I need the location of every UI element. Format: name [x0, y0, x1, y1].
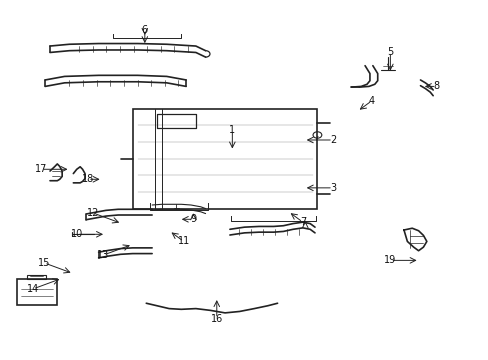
Text: 11: 11: [177, 237, 189, 247]
Bar: [27, 275, 45, 279]
Text: 3: 3: [329, 183, 335, 193]
Text: 7: 7: [299, 217, 305, 227]
Text: 6: 6: [142, 25, 147, 35]
Text: 18: 18: [81, 174, 94, 184]
Text: 13: 13: [97, 250, 109, 260]
Text: 1: 1: [229, 125, 235, 135]
Bar: [17, 279, 57, 305]
Text: 10: 10: [70, 229, 82, 239]
Text: 9: 9: [190, 214, 196, 224]
Text: 17: 17: [35, 164, 47, 174]
Text: 15: 15: [38, 258, 50, 268]
Text: 16: 16: [210, 314, 223, 324]
Text: 8: 8: [432, 81, 439, 91]
Text: 19: 19: [384, 255, 396, 265]
Text: 12: 12: [86, 208, 99, 218]
Text: 2: 2: [329, 135, 335, 145]
Text: 14: 14: [27, 284, 39, 294]
Text: 5: 5: [386, 47, 393, 57]
Text: 4: 4: [368, 96, 374, 106]
